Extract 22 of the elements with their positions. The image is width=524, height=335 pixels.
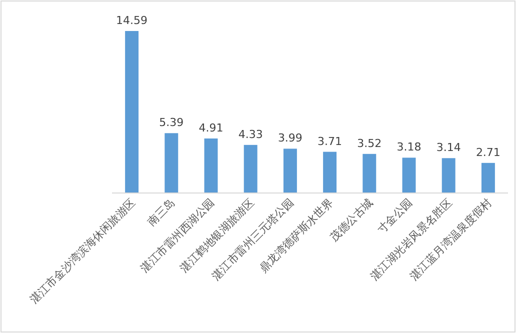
bar bbox=[323, 152, 337, 193]
data-label: 2.71 bbox=[476, 146, 500, 159]
data-label: 4.33 bbox=[238, 128, 263, 141]
bar bbox=[283, 148, 297, 193]
bar bbox=[481, 162, 495, 193]
data-label: 5.39 bbox=[159, 116, 184, 130]
data-label: 14.59 bbox=[116, 14, 148, 27]
data-label: 3.99 bbox=[278, 132, 302, 145]
data-label: 3.18 bbox=[396, 140, 422, 154]
bar bbox=[402, 158, 416, 193]
bar bbox=[164, 133, 178, 193]
data-label: 4.91 bbox=[198, 121, 224, 134]
bar bbox=[244, 144, 258, 193]
bar bbox=[204, 138, 218, 193]
bar bbox=[442, 158, 456, 193]
bar bbox=[362, 154, 376, 193]
bar bbox=[125, 31, 139, 193]
data-label: 3.52 bbox=[357, 136, 382, 150]
x-tick-label: 南三岛 bbox=[144, 196, 178, 228]
data-label: 3.14 bbox=[436, 141, 461, 154]
x-tick-label: 湛江市金沙湾滨海休闲旅游区 bbox=[28, 196, 138, 306]
data-label: 3.71 bbox=[318, 134, 342, 148]
